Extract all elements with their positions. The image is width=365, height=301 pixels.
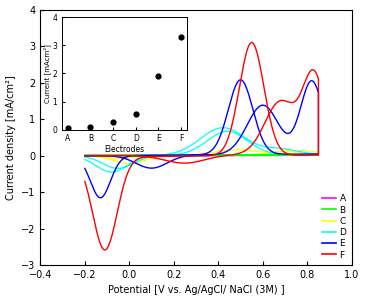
- Y-axis label: Current density [mA/cm²]: Current density [mA/cm²]: [5, 75, 16, 200]
- X-axis label: Potential [V vs. Ag/AgCl/ NaCl (3M) ]: Potential [V vs. Ag/AgCl/ NaCl (3M) ]: [108, 285, 284, 296]
- Legend: A, B, C, D, E, F: A, B, C, D, E, F: [319, 191, 350, 263]
